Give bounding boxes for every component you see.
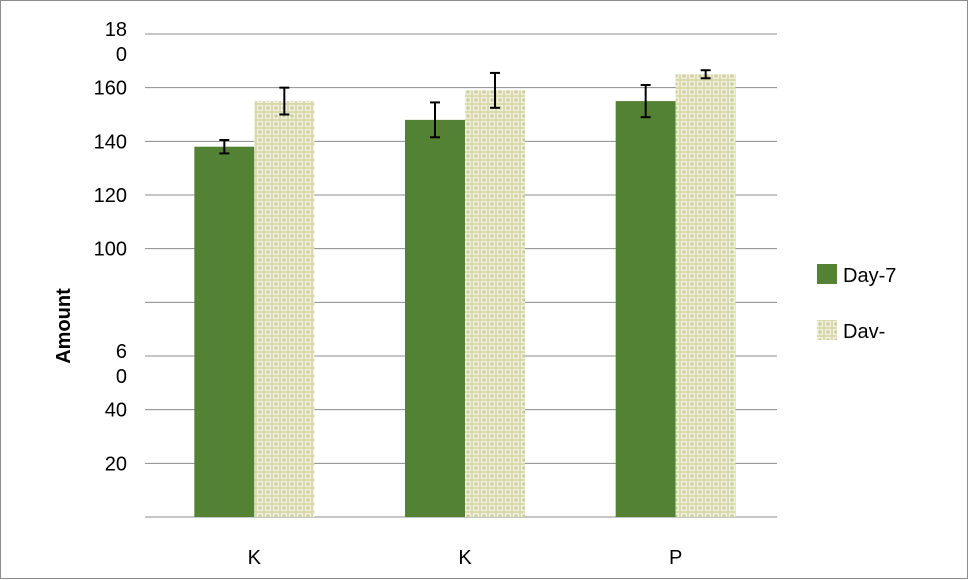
y-tick-label: 40 [105, 400, 127, 422]
x-tick-label: K [458, 547, 472, 569]
legend-label: Day-7 [843, 265, 896, 287]
y-tick-label: 140 [94, 131, 127, 153]
bar-day-7-1 [194, 146, 255, 517]
y-tick-label: 0 [116, 44, 127, 66]
bar-dav-2 [465, 90, 525, 517]
y-tick-label: 100 [94, 239, 127, 261]
legend: Day-7 Dav- [817, 264, 896, 343]
y-axis-label: Amount [53, 288, 75, 364]
legend-swatch [817, 264, 837, 284]
y-tick-label: 0 [116, 366, 127, 388]
y-tick-label: 120 [94, 185, 127, 207]
error-bars [219, 69, 711, 155]
y-tick-label: 160 [94, 78, 127, 100]
legend-label: Dav- [843, 321, 885, 343]
x-tick-label: K [248, 547, 262, 569]
x-tick-label: P [669, 547, 682, 569]
y-tick-label: 18 [105, 19, 127, 41]
bar-dav-3 [675, 74, 736, 517]
legend-swatch [817, 320, 837, 340]
y-tick-label: 20 [105, 453, 127, 475]
bar-dav-1 [254, 101, 315, 517]
bar-day-7-3 [615, 101, 676, 517]
bar-day-7-2 [405, 119, 465, 517]
bars [194, 74, 736, 517]
y-tick-label: 6 [116, 341, 127, 363]
